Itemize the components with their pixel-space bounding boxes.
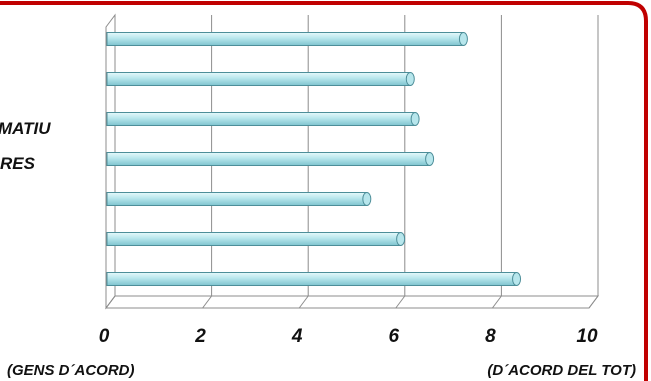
category-label-fragment-1: MATIU <box>0 119 51 138</box>
x-axis-label-right: (D´ACORD DEL TOT) <box>487 362 636 379</box>
bar <box>106 192 372 206</box>
bar-body <box>106 232 402 246</box>
bar-body <box>106 152 431 166</box>
bar-body <box>106 32 464 46</box>
category-label-fragment-2: RES <box>0 154 35 173</box>
bar-cap <box>405 72 415 86</box>
bar <box>106 272 522 286</box>
x-tick-label: 10 <box>576 326 598 347</box>
bar <box>106 112 420 126</box>
x-axis-ticks: 0 2 4 6 8 10 <box>99 326 598 347</box>
bars <box>106 32 522 286</box>
bar-cap <box>458 32 468 46</box>
x-tick-label: 6 <box>389 326 400 347</box>
x-tick-label: 8 <box>485 326 496 347</box>
bar-cap <box>396 232 406 246</box>
bar <box>106 72 415 86</box>
x-tick-label: 2 <box>194 326 206 347</box>
bar-body <box>106 192 368 206</box>
bar-body <box>106 72 411 86</box>
bar-cap <box>512 272 522 286</box>
bar <box>106 32 468 46</box>
bar <box>106 232 406 246</box>
bar-body <box>106 112 416 126</box>
floor-gridline <box>491 295 502 309</box>
floor-gridline <box>395 295 406 309</box>
floor <box>105 295 599 309</box>
bar <box>106 152 435 166</box>
bar-cap <box>362 192 372 206</box>
floor-gridline <box>105 295 116 309</box>
bar-body <box>106 272 518 286</box>
floor-gridline <box>588 295 599 309</box>
x-tick-label: 4 <box>291 326 303 347</box>
floor-gridline <box>202 295 213 309</box>
x-axis-label-left: (GENS D´ACORD) <box>7 362 135 379</box>
bar-cap <box>410 112 420 126</box>
x-tick-label: 0 <box>99 326 110 347</box>
bar-cap <box>425 152 435 166</box>
floor-gridline <box>298 295 309 309</box>
